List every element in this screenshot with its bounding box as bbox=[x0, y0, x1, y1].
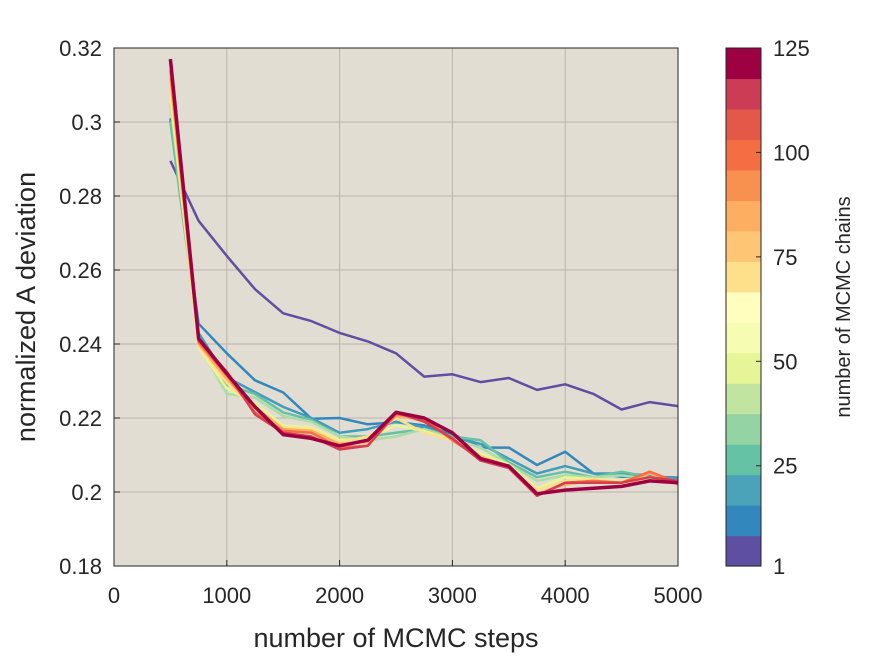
x-tick-label: 1000 bbox=[202, 583, 251, 608]
colorbar-tick-label: 25 bbox=[773, 454, 797, 479]
y-tick-label: 0.22 bbox=[59, 406, 102, 431]
colorbar-segment bbox=[726, 383, 761, 415]
y-tick-label: 0.32 bbox=[59, 36, 102, 61]
y-tick-label: 0.26 bbox=[59, 258, 102, 283]
x-tick-label: 2000 bbox=[315, 583, 364, 608]
y-tick-label: 0.28 bbox=[59, 184, 102, 209]
colorbar-segment bbox=[726, 352, 761, 384]
colorbar-tick-label: 100 bbox=[773, 140, 810, 165]
colorbar-segment bbox=[726, 169, 761, 201]
plot-frame bbox=[113, 47, 679, 567]
x-tick-label: 3000 bbox=[428, 583, 477, 608]
x-tick-label: 0 bbox=[108, 583, 120, 608]
colorbar-segment bbox=[726, 48, 761, 80]
y-tick-label: 0.3 bbox=[71, 110, 102, 135]
x-tick-label: 4000 bbox=[541, 583, 590, 608]
y-tick-label: 0.18 bbox=[59, 554, 102, 579]
series-lines bbox=[168, 58, 678, 497]
y-tick-label: 0.24 bbox=[59, 332, 102, 357]
colorbar-tick-label: 50 bbox=[773, 349, 797, 374]
colorbar-tick-label: 75 bbox=[773, 245, 797, 270]
x-axis-label: number of MCMC steps bbox=[253, 623, 538, 653]
colorbar-segment bbox=[726, 78, 761, 110]
colorbar-label: number of MCMC chains bbox=[833, 196, 855, 417]
y-axis-label: normalized A deviation bbox=[11, 172, 41, 442]
series-line-3 bbox=[169, 120, 678, 481]
colorbar-segment bbox=[726, 261, 761, 293]
x-axis-ticks: 0 1000 2000 3000 4000 5000 bbox=[108, 560, 703, 608]
colorbar-segment bbox=[726, 291, 761, 323]
colorbar-segment bbox=[726, 474, 761, 506]
colorbar-segment bbox=[726, 505, 761, 537]
series-line-1 bbox=[169, 160, 678, 411]
colorbar-segment bbox=[726, 200, 761, 232]
colorbar-segment bbox=[726, 230, 761, 262]
colorbar-frame bbox=[725, 47, 762, 567]
y-tick-label: 0.2 bbox=[71, 480, 102, 505]
series-line-10 bbox=[169, 62, 678, 497]
series-line-5 bbox=[169, 103, 678, 484]
colorbar-segment bbox=[726, 108, 761, 141]
colorbar-segment bbox=[726, 535, 761, 567]
colorbar-tick-label: 1 bbox=[773, 554, 785, 579]
colorbar-segment bbox=[726, 322, 761, 354]
colorbar-segment bbox=[726, 139, 761, 171]
colorbar-segment bbox=[726, 413, 761, 445]
colorbar-segment bbox=[726, 444, 761, 476]
colorbar-tick-label: 125 bbox=[773, 36, 810, 61]
y-axis-ticks: 0.18 0.2 0.22 0.24 0.26 0.28 0.3 0.32 bbox=[59, 36, 120, 579]
x-tick-label: 5000 bbox=[654, 583, 703, 608]
series-line-11 bbox=[168, 58, 678, 496]
